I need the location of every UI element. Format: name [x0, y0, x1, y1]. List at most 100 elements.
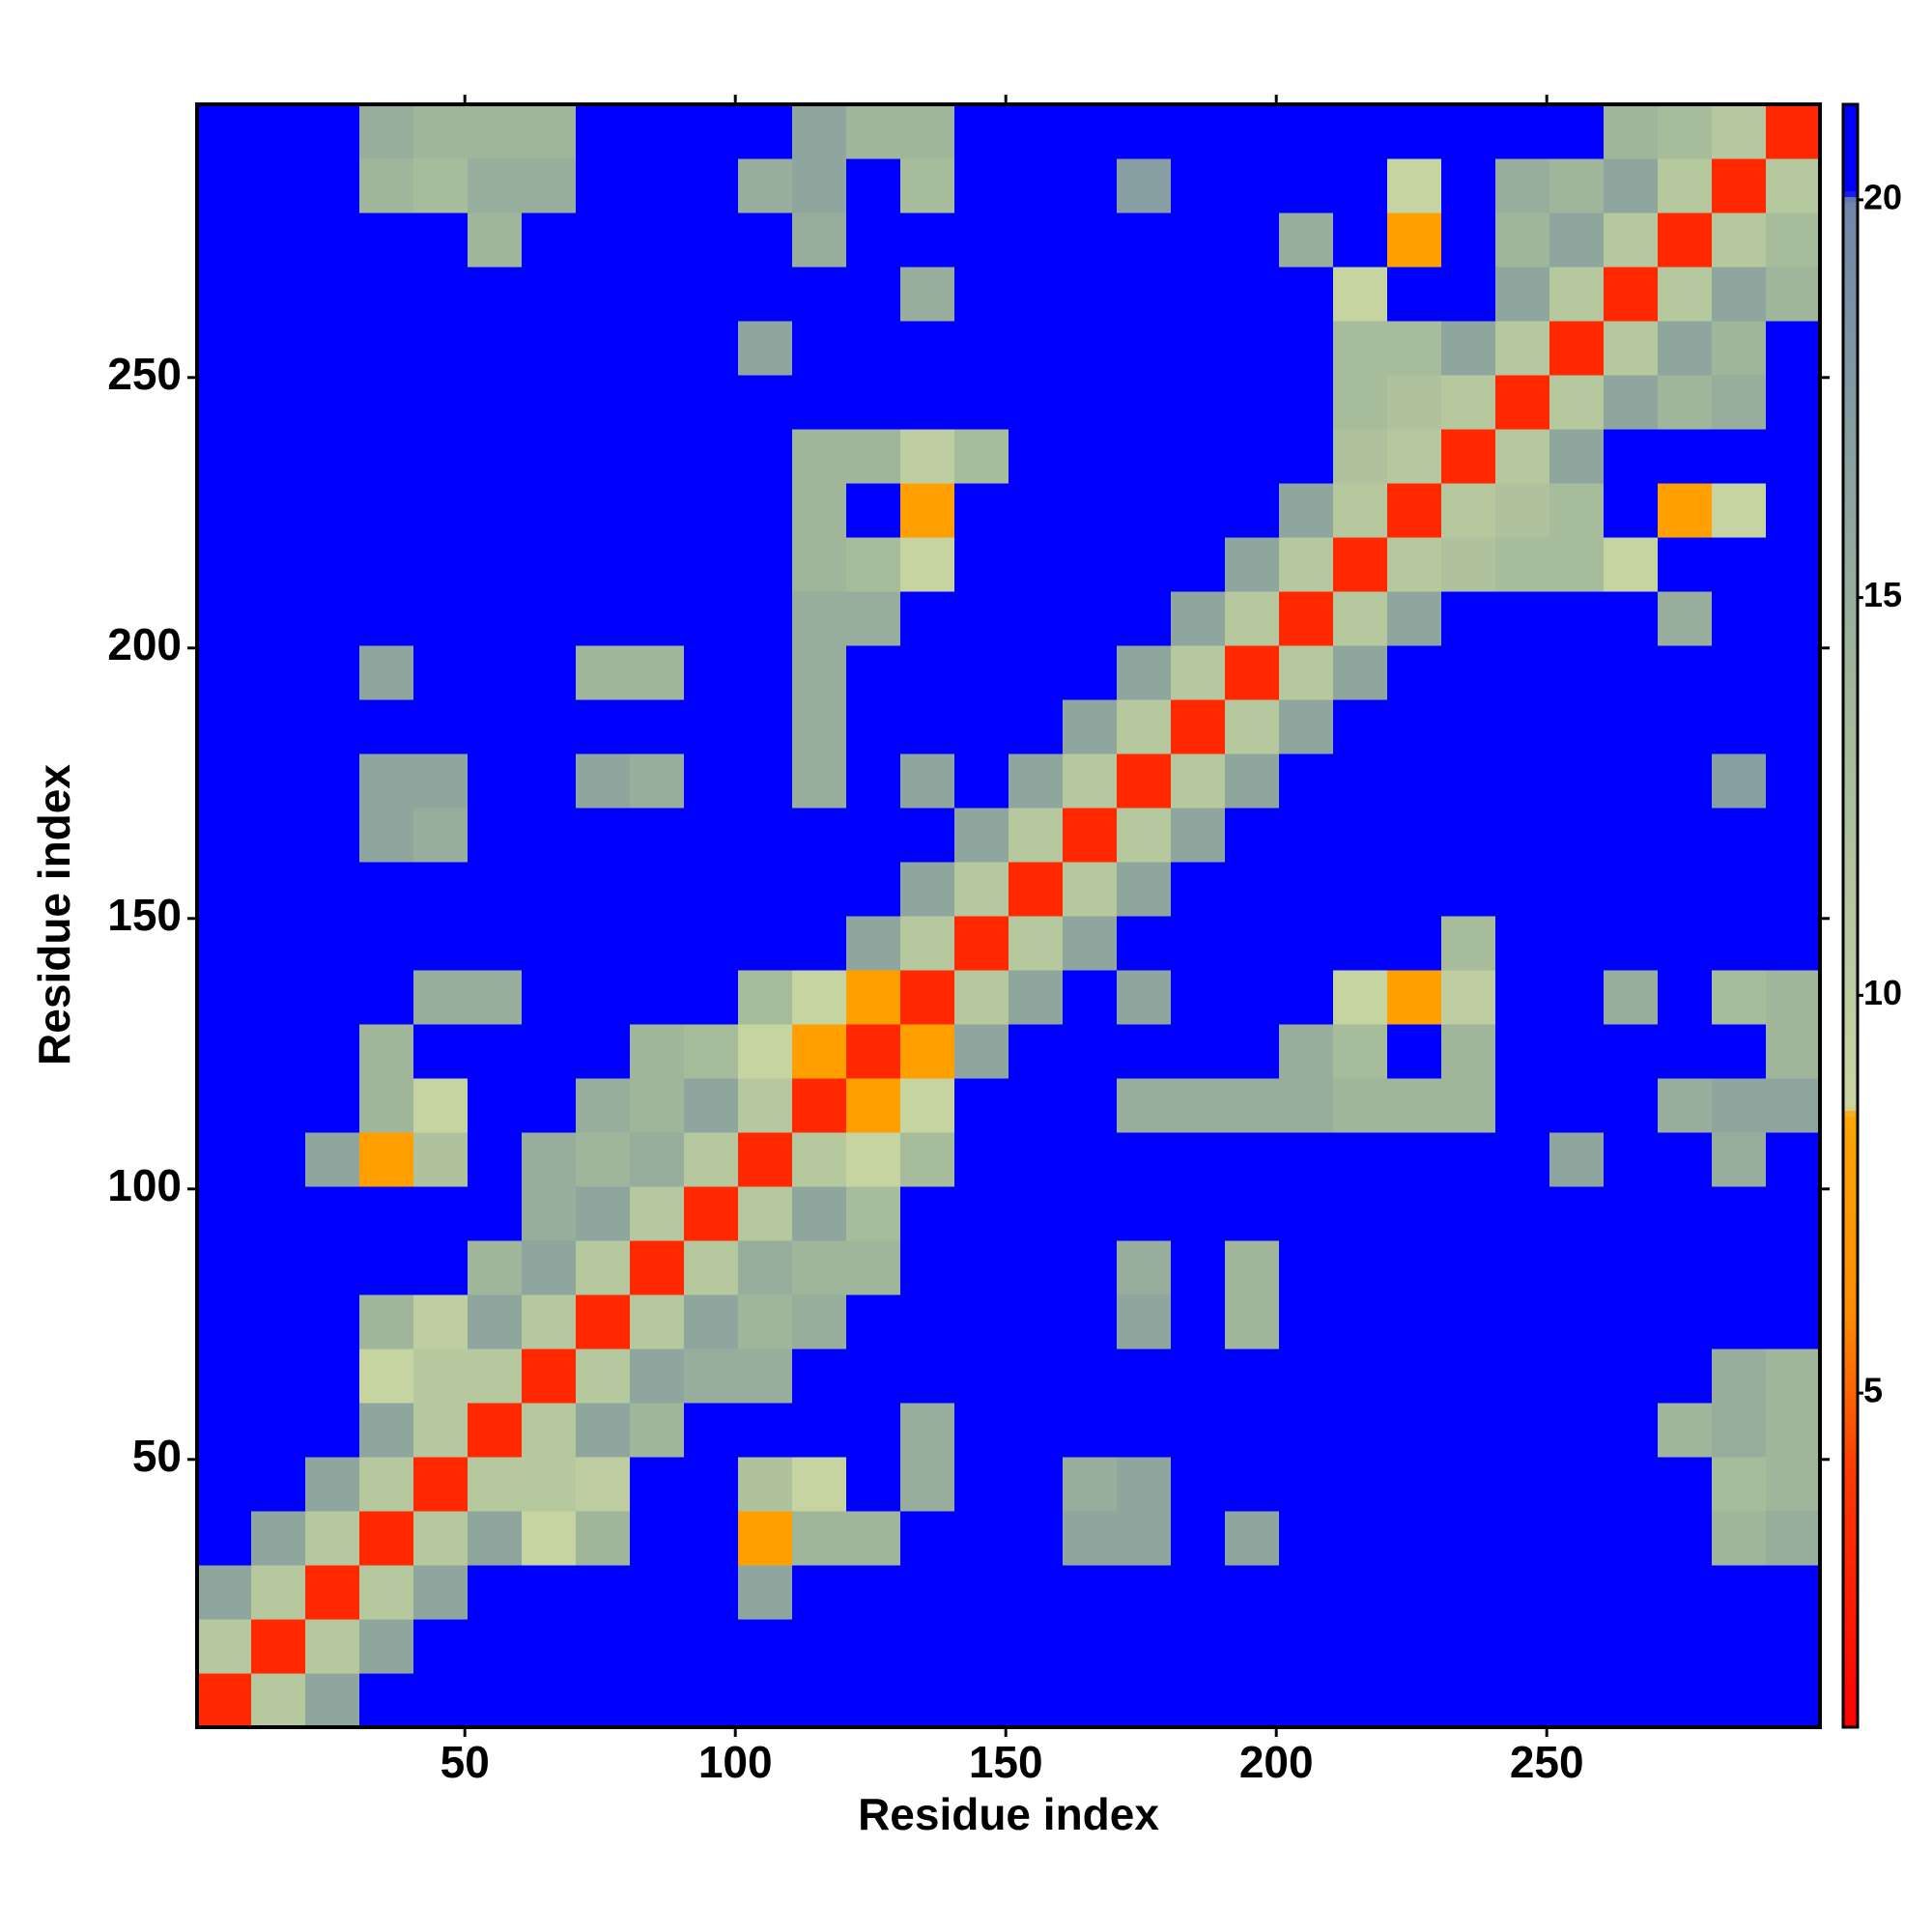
heatmap-cell	[846, 699, 901, 754]
heatmap-cell	[846, 1619, 901, 1674]
heatmap-cell	[1225, 1511, 1280, 1566]
heatmap-cell	[1387, 429, 1442, 484]
colorbar-step	[1843, 1445, 1858, 1452]
heatmap-cell	[576, 753, 631, 809]
colorbar-step	[1843, 321, 1858, 327]
colorbar-step	[1843, 440, 1858, 446]
heatmap-cell	[1766, 104, 1821, 159]
heatmap-cell	[251, 1619, 306, 1674]
heatmap-cell	[630, 1078, 685, 1133]
heatmap-cell	[1387, 1024, 1442, 1079]
heatmap-cell	[1225, 213, 1280, 268]
heatmap-cell	[197, 970, 252, 1025]
colorbar-step	[1843, 126, 1858, 132]
heatmap-cell	[413, 1294, 469, 1350]
heatmap-cell	[1658, 158, 1713, 213]
heatmap-cell	[1279, 699, 1334, 754]
heatmap-cell	[1387, 808, 1442, 863]
heatmap-cell	[1009, 158, 1064, 213]
heatmap-cell	[738, 645, 793, 700]
colorbar-step	[1843, 1603, 1858, 1609]
heatmap-cell	[1333, 1349, 1388, 1404]
heatmap-cell	[576, 1457, 631, 1512]
colorbar-step	[1843, 1499, 1858, 1506]
colorbar-step	[1843, 423, 1858, 430]
heatmap-cell	[576, 1619, 631, 1674]
heatmap-cell	[413, 1186, 469, 1241]
heatmap-cell	[1441, 267, 1496, 322]
heatmap-cell	[1441, 213, 1496, 268]
heatmap-cell	[359, 916, 414, 971]
heatmap-cell	[251, 104, 306, 159]
heatmap-cell	[1549, 1294, 1605, 1350]
colorbar-step	[1843, 672, 1858, 679]
heatmap-cell	[738, 1457, 793, 1512]
heatmap-cell	[1225, 1294, 1280, 1350]
heatmap-cell	[1387, 1565, 1442, 1620]
heatmap-cell	[900, 1673, 955, 1728]
heatmap-cell	[630, 1240, 685, 1295]
colorbar-step	[1843, 1191, 1858, 1198]
heatmap-cell	[846, 916, 901, 971]
heatmap-cell	[1009, 1403, 1064, 1458]
heatmap-cell	[576, 1132, 631, 1187]
heatmap-cell	[468, 916, 523, 971]
heatmap-cell	[1658, 1403, 1713, 1458]
heatmap-cell	[251, 753, 306, 809]
heatmap-cell	[846, 1024, 901, 1079]
colorbar-step	[1843, 1630, 1858, 1636]
heatmap-cell	[954, 970, 1009, 1025]
heatmap-cell	[522, 970, 577, 1025]
heatmap-cell	[630, 1457, 685, 1512]
heatmap-cell	[900, 483, 955, 538]
heatmap-cell	[792, 699, 847, 754]
colorbar-step	[1843, 980, 1858, 987]
heatmap-cell	[413, 699, 469, 754]
heatmap-cell	[954, 1024, 1009, 1079]
colorbar-step	[1843, 390, 1858, 397]
heatmap-cell	[197, 1403, 252, 1458]
heatmap-cell	[1333, 753, 1388, 809]
heatmap-cell	[1658, 104, 1713, 159]
heatmap-cell	[792, 267, 847, 322]
colorbar-step	[1843, 850, 1858, 857]
colorbar-step	[1843, 802, 1858, 809]
heatmap-cell	[630, 1565, 685, 1620]
heatmap-cell	[1387, 753, 1442, 809]
heatmap-cell	[197, 267, 252, 322]
colorbar-step	[1843, 434, 1858, 440]
heatmap-cell	[1333, 483, 1388, 538]
heatmap-cell	[630, 645, 685, 700]
heatmap-cell	[1333, 429, 1388, 484]
heatmap-cell	[1441, 1403, 1496, 1458]
heatmap-cell	[1171, 1024, 1226, 1079]
heatmap-cell	[1658, 483, 1713, 538]
colorbar-step	[1843, 1413, 1858, 1420]
colorbar-step	[1843, 131, 1858, 138]
heatmap-cell	[1009, 1673, 1064, 1728]
heatmap-cell	[305, 483, 360, 538]
heatmap-cell	[738, 1565, 793, 1620]
colorbar-step	[1843, 1089, 1858, 1095]
colorbar-step	[1843, 1494, 1858, 1501]
heatmap-cell	[1441, 1349, 1496, 1404]
colorbar-step	[1843, 1186, 1858, 1193]
heatmap-cell	[684, 1240, 739, 1295]
heatmap-cell	[251, 645, 306, 700]
heatmap-cell	[522, 808, 577, 863]
heatmap-cell	[684, 862, 739, 917]
heatmap-cell	[1549, 429, 1605, 484]
colorbar-step	[1843, 1418, 1858, 1425]
heatmap-cell	[684, 970, 739, 1025]
heatmap-cell	[846, 537, 901, 592]
heatmap-cell	[576, 645, 631, 700]
colorbar-step	[1843, 1667, 1858, 1674]
colorbar-step	[1843, 412, 1858, 419]
colorbar-step	[1843, 1472, 1858, 1479]
colorbar-step	[1843, 769, 1858, 776]
heatmap-cell	[1658, 645, 1713, 700]
colorbar-step	[1843, 677, 1858, 684]
heatmap-cell	[1712, 1619, 1767, 1674]
heatmap-cell	[468, 753, 523, 809]
